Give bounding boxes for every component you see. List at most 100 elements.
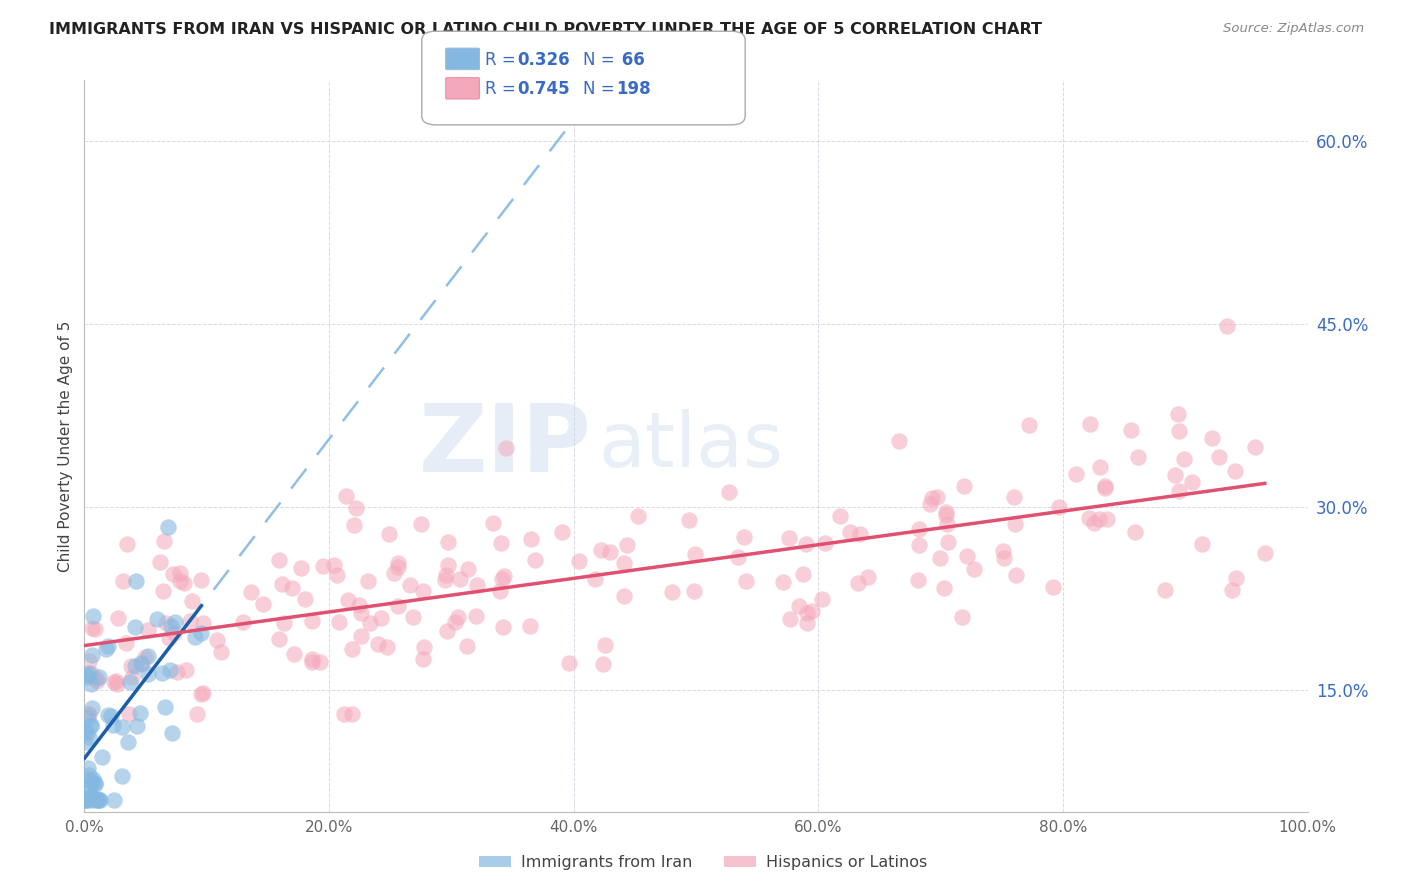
Point: [309, 655, 332, 669]
Point: [86, 674, 108, 689]
Point: [107, 611, 129, 625]
Point: [444, 615, 467, 629]
Text: 198: 198: [616, 80, 651, 98]
Point: [1078, 417, 1101, 431]
Point: [294, 591, 316, 606]
Point: [174, 663, 197, 677]
Point: [412, 583, 434, 598]
Point: [340, 641, 363, 656]
Point: [76, 711, 98, 725]
Point: [661, 584, 683, 599]
Point: [77, 654, 100, 668]
Point: [935, 505, 957, 519]
Point: [267, 553, 290, 567]
Point: [357, 574, 380, 589]
Point: [301, 652, 323, 666]
Point: [1201, 432, 1223, 446]
Text: IMMIGRANTS FROM IRAN VS HISPANIC OR LATINO CHILD POVERTY UNDER THE AGE OF 5 CORR: IMMIGRANTS FROM IRAN VS HISPANIC OR LATI…: [49, 22, 1042, 37]
Point: [1126, 450, 1149, 465]
Point: [129, 656, 152, 670]
Point: [84, 672, 107, 686]
Point: [84, 792, 107, 806]
Point: [727, 550, 749, 565]
Point: [907, 573, 929, 587]
Point: [1166, 407, 1188, 421]
Point: [848, 527, 870, 541]
Point: [437, 558, 460, 573]
Point: [1216, 319, 1239, 334]
Point: [209, 645, 232, 659]
Point: [489, 583, 512, 598]
Point: [80, 792, 103, 806]
Point: [467, 577, 489, 591]
Point: [80, 667, 103, 681]
Point: [125, 574, 148, 588]
Point: [908, 537, 931, 551]
Point: [1164, 468, 1187, 483]
Point: [124, 658, 146, 673]
Point: [558, 657, 581, 671]
Text: R =: R =: [485, 51, 522, 69]
Point: [156, 519, 179, 533]
Point: [436, 624, 458, 638]
Point: [796, 615, 818, 630]
Point: [1121, 423, 1143, 437]
Point: [76, 762, 98, 776]
Point: [934, 508, 956, 522]
Point: [347, 598, 370, 612]
Point: [796, 606, 818, 620]
Point: [627, 508, 650, 523]
Point: [1191, 537, 1213, 551]
Point: [523, 553, 546, 567]
Point: [839, 524, 862, 539]
Point: [153, 533, 176, 548]
Point: [344, 501, 367, 516]
Point: [124, 620, 146, 634]
Point: [367, 637, 389, 651]
Point: [583, 572, 606, 586]
Point: [89, 792, 111, 806]
Point: [80, 789, 103, 803]
Point: [810, 592, 832, 607]
Point: [613, 589, 636, 603]
Point: [1083, 516, 1105, 531]
Point: [73, 792, 96, 806]
Point: [152, 583, 174, 598]
Point: [103, 792, 125, 806]
Point: [920, 497, 942, 511]
Point: [335, 489, 357, 503]
Point: [613, 557, 636, 571]
Point: [86, 792, 108, 806]
Point: [495, 441, 517, 455]
Point: [932, 581, 955, 595]
Point: [935, 516, 957, 531]
Point: [387, 599, 409, 613]
Point: [599, 545, 621, 559]
Point: [434, 573, 457, 587]
Point: [340, 707, 363, 722]
Text: N =: N =: [583, 80, 620, 98]
Point: [301, 615, 323, 629]
Point: [792, 567, 814, 582]
Point: [77, 707, 100, 722]
Point: [568, 554, 591, 568]
Point: [1095, 512, 1118, 526]
Point: [84, 622, 107, 636]
Legend: Immigrants from Iran, Hispanics or Latinos: Immigrants from Iran, Hispanics or Latin…: [472, 849, 934, 877]
Point: [73, 723, 96, 738]
Point: [342, 517, 364, 532]
Point: [328, 615, 350, 630]
Point: [84, 776, 107, 790]
Point: [350, 629, 373, 643]
Point: [76, 670, 98, 684]
Point: [101, 718, 124, 732]
Text: atlas: atlas: [598, 409, 783, 483]
Point: [118, 674, 141, 689]
Point: [520, 533, 543, 547]
Point: [1042, 580, 1064, 594]
Point: [1002, 490, 1025, 504]
Point: [193, 686, 215, 700]
Point: [772, 574, 794, 589]
Point: [1018, 417, 1040, 432]
Point: [157, 631, 180, 645]
